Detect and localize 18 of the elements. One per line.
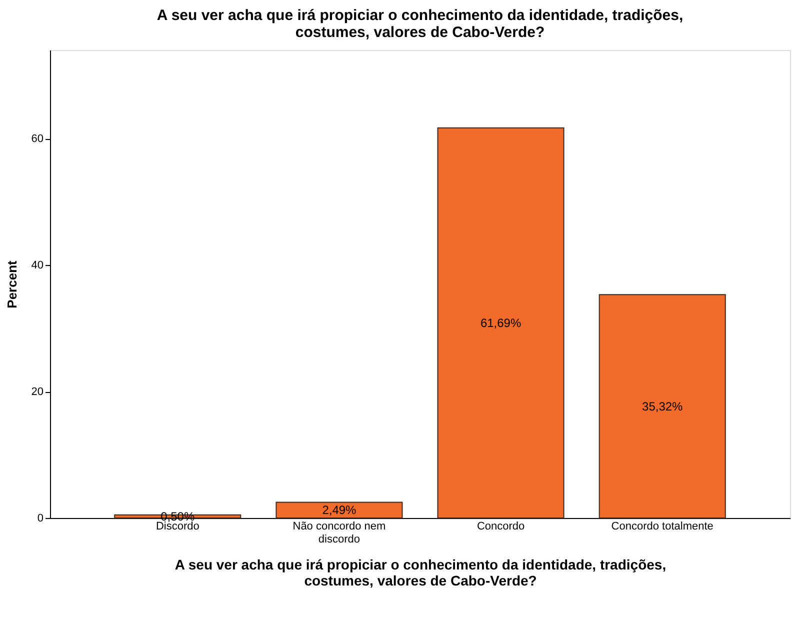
x-tick-label: Concordo [476,520,525,532]
y-tick-label: 60 [31,133,44,146]
data-label: 0,50% [160,509,195,524]
data-label: 35,32% [642,399,684,414]
y-axis-title: Percent [4,260,20,308]
x-tick-label: Concordo totalmente [611,520,714,532]
y-tick-label: 0 [37,512,44,524]
x-tick-label: Não concordo nem discordo [292,520,386,546]
bar [276,502,403,518]
chart-title: A seu ver acha que irá propiciar o conhecimento da identidade, tradições, costumes, valores de Cabo-Verde? [156,7,684,41]
bar [437,127,564,518]
bar [598,294,726,518]
y-tick-label: 40 [31,260,44,272]
x-axis-title: A seu ver acha que irá propiciar o conhecimento da identidade, tradições, costumes, valores de Cabo-Verde? [174,556,666,588]
y-tick-label: 20 [31,386,44,398]
x-tick-label: Discordo [156,520,200,532]
data-label: 61,69% [480,316,522,330]
data-label: 2,49% [322,503,357,518]
